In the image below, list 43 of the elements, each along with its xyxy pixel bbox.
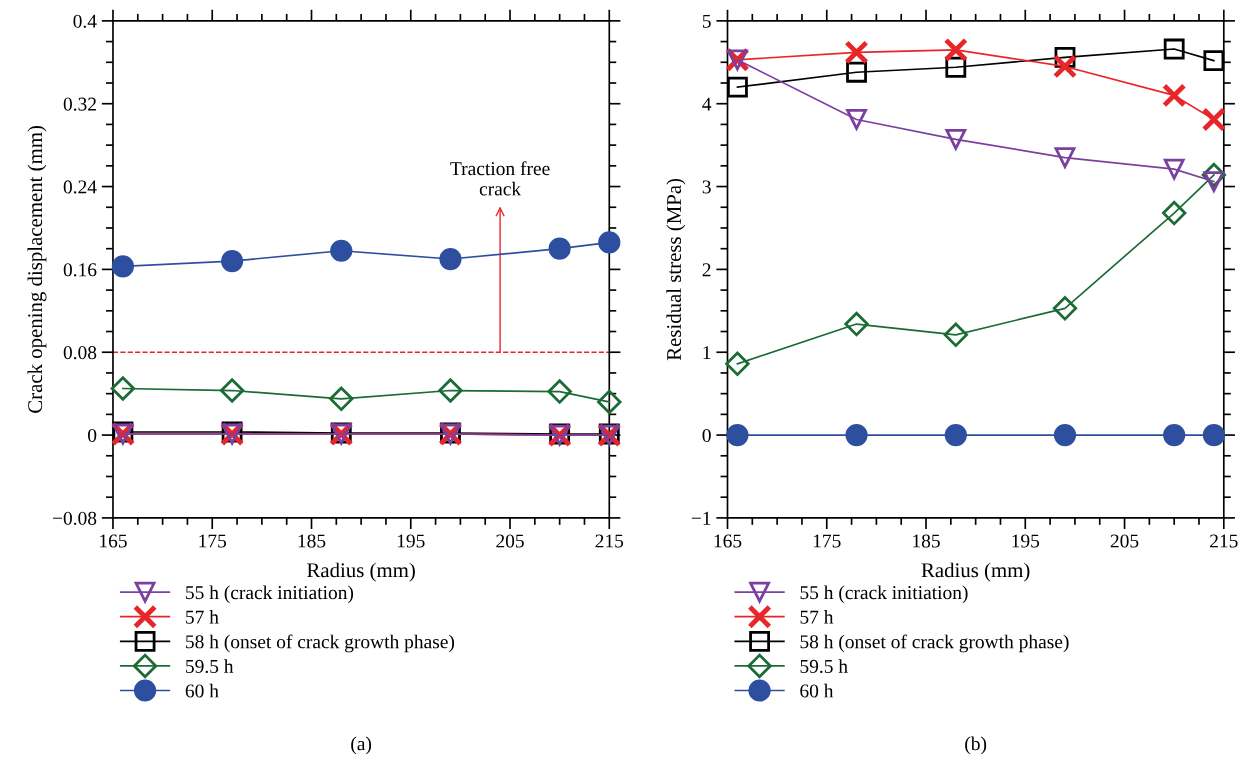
y-tick-label: 4 (702, 97, 712, 111)
x-tick-label: 175 (199, 534, 227, 548)
x-tick-label: 215 (1210, 534, 1238, 548)
y-axis-title: Residual stress (MPa) (666, 178, 686, 361)
y-tick-label: 3 (702, 180, 711, 194)
x-tick-label: 205 (1110, 534, 1139, 548)
legend-label: 58 h (onset of crack growth phase) (186, 634, 455, 653)
legend-label: 60 h (800, 683, 834, 698)
y-tick-label: −0.08 (52, 511, 97, 525)
y-tick-label: 0 (88, 428, 97, 443)
x-tick-label: 195 (1012, 534, 1040, 548)
y-tick-label: 0.24 (63, 180, 97, 194)
text: (a) (351, 736, 372, 755)
text: (b) (965, 736, 987, 755)
legend-label: 57 h (186, 610, 219, 624)
y-tick-label: 0.32 (63, 97, 96, 111)
legend-label: 59.5 h (186, 659, 234, 674)
x-tick-label: 195 (397, 534, 425, 548)
y-axis-title: Crack opening displacement (mm) (27, 125, 47, 413)
x-tick-label: 175 (813, 534, 841, 548)
legend-label: 60 h (185, 683, 219, 698)
x-tick-label: 165 (100, 534, 127, 548)
y-tick-label: 0.08 (63, 346, 97, 360)
x-axis-title: Radius (mm) (307, 562, 415, 582)
x-tick-label: 205 (496, 534, 524, 548)
legend-label: 58 h (onset of crack growth phase) (800, 634, 1069, 653)
y-tick-label: −1 (691, 511, 711, 525)
legend-label: 59.5 h (800, 659, 848, 674)
y-tick-label: 2 (702, 263, 711, 277)
legend-label: 55 h (crack initiation) (186, 585, 354, 604)
x-tick-label: 215 (595, 534, 624, 548)
y-tick-label: 0 (702, 428, 711, 443)
y-tick-label: 0.4 (73, 14, 97, 28)
x-axis-title: Radius (mm) (921, 562, 1030, 582)
legend-label: 55 h (crack initiation) (800, 585, 968, 604)
x-tick-label: 185 (913, 534, 940, 548)
y-tick-label: 1 (703, 346, 711, 359)
y-tick-label: 0.16 (63, 263, 97, 277)
y-tick-label: 5 (702, 14, 711, 28)
annotation: Traction free crack (450, 161, 550, 196)
x-tick-label: 185 (298, 534, 326, 548)
legend-label: 57 h (800, 610, 834, 624)
x-tick-label: 165 (714, 534, 742, 548)
